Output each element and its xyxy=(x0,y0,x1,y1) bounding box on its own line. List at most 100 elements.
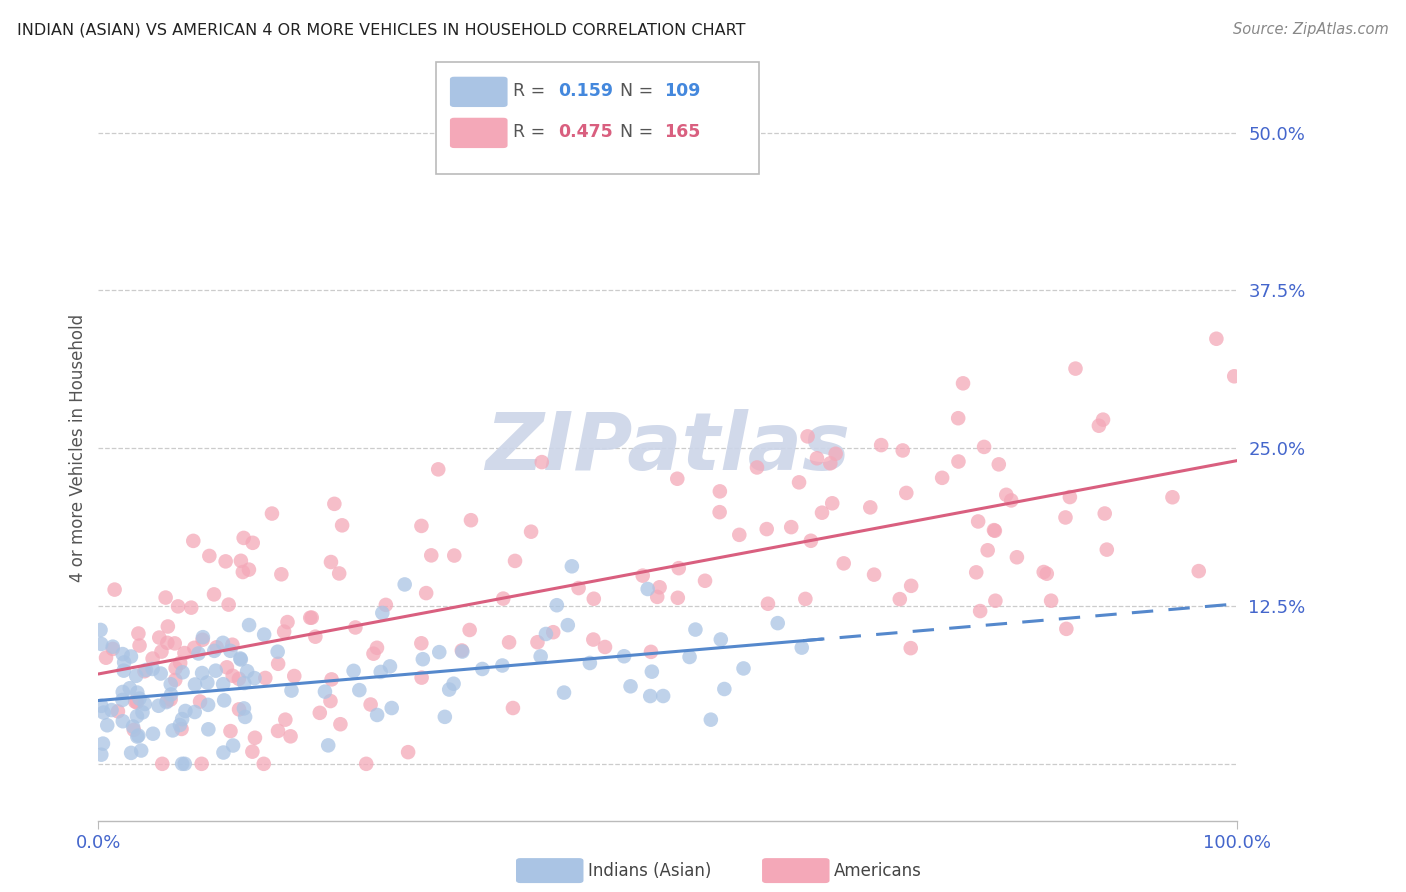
Point xyxy=(931,471,953,485)
Point xyxy=(579,656,602,670)
Point xyxy=(709,484,731,499)
Point xyxy=(124,695,146,709)
Point xyxy=(169,656,191,670)
Point xyxy=(371,606,394,620)
Point xyxy=(128,691,150,706)
Point xyxy=(280,729,302,743)
Point xyxy=(127,729,149,743)
Point xyxy=(889,592,911,607)
Point xyxy=(811,506,834,520)
Point xyxy=(236,664,259,678)
Point xyxy=(641,665,664,679)
Point xyxy=(127,730,149,744)
Point xyxy=(652,689,675,703)
Point xyxy=(191,630,214,644)
Point xyxy=(242,536,264,550)
Point xyxy=(619,679,641,693)
Point xyxy=(91,737,114,751)
Point xyxy=(172,756,194,771)
Point xyxy=(131,706,153,720)
Point xyxy=(969,604,991,618)
Point xyxy=(354,756,377,771)
Point xyxy=(342,664,364,678)
Point xyxy=(824,447,846,461)
Point xyxy=(180,600,202,615)
Point xyxy=(120,649,142,664)
Point xyxy=(645,590,668,604)
Point xyxy=(243,731,266,745)
Point xyxy=(142,651,165,665)
Point xyxy=(148,698,170,713)
Point xyxy=(973,440,995,454)
Point xyxy=(191,666,214,681)
Point xyxy=(219,644,242,658)
Point xyxy=(859,500,882,515)
Point xyxy=(202,644,225,658)
Point xyxy=(1054,622,1077,636)
Point xyxy=(127,626,149,640)
Point xyxy=(134,697,156,711)
Point xyxy=(149,666,172,681)
Point xyxy=(668,561,690,575)
Point xyxy=(638,689,661,703)
Point xyxy=(713,681,735,696)
Point xyxy=(1036,566,1059,581)
Point xyxy=(120,746,142,760)
Point xyxy=(253,627,276,641)
Point xyxy=(710,632,733,647)
Point xyxy=(709,505,731,519)
Point xyxy=(90,623,112,637)
Point xyxy=(553,685,575,699)
Text: Source: ZipAtlas.com: Source: ZipAtlas.com xyxy=(1233,22,1389,37)
Point xyxy=(321,673,343,687)
Point xyxy=(118,681,141,696)
Point xyxy=(995,488,1018,502)
Point xyxy=(443,549,465,563)
Point xyxy=(745,460,768,475)
Point xyxy=(155,591,177,605)
Point xyxy=(800,533,823,548)
Point xyxy=(411,671,433,685)
Y-axis label: 4 or more Vehicles in Household: 4 or more Vehicles in Household xyxy=(69,314,87,582)
Point xyxy=(787,475,810,490)
Point xyxy=(568,581,591,595)
Point xyxy=(173,756,195,771)
Point xyxy=(900,641,922,656)
Text: R =: R = xyxy=(513,123,551,141)
Point xyxy=(127,685,149,699)
Point xyxy=(460,513,482,527)
Point xyxy=(796,429,818,443)
Point xyxy=(273,624,295,639)
Point xyxy=(685,623,707,637)
Point xyxy=(198,549,221,563)
Point xyxy=(94,650,117,665)
Point xyxy=(167,599,190,614)
Point xyxy=(328,566,350,581)
Point xyxy=(229,554,252,568)
Point xyxy=(134,665,156,679)
Point xyxy=(1054,510,1077,524)
Point xyxy=(366,640,388,655)
Point xyxy=(218,598,240,612)
Text: R =: R = xyxy=(513,82,551,100)
Point xyxy=(280,683,302,698)
Point xyxy=(301,610,323,624)
Point xyxy=(93,706,115,720)
Point xyxy=(101,640,124,654)
Point xyxy=(1223,369,1246,384)
Point xyxy=(184,677,207,691)
Point xyxy=(821,496,844,510)
Point xyxy=(557,618,579,632)
Point xyxy=(316,739,339,753)
Point xyxy=(270,567,292,582)
Point xyxy=(276,615,298,629)
Point xyxy=(1092,412,1115,426)
Point xyxy=(299,611,322,625)
Point xyxy=(451,644,474,658)
Point xyxy=(274,713,297,727)
Point xyxy=(900,579,922,593)
Point xyxy=(593,640,616,654)
Point xyxy=(125,709,148,723)
Point xyxy=(183,640,205,655)
Text: 165: 165 xyxy=(664,123,700,141)
